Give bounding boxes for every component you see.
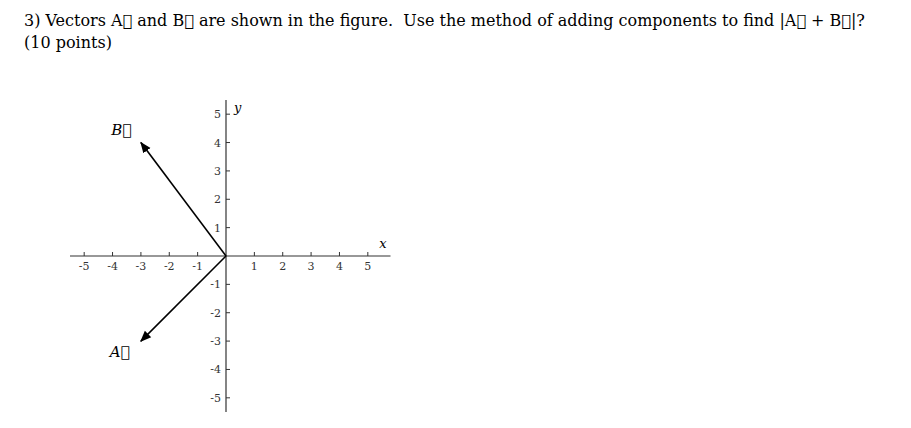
- y-tick-label: -1: [210, 278, 221, 291]
- y-tick: [226, 369, 230, 370]
- x-tick: [112, 252, 113, 256]
- y-tick-label: 2: [214, 193, 221, 206]
- vector-label: B⃗: [110, 121, 131, 139]
- x-tick: [169, 252, 170, 256]
- x-tick: [339, 252, 340, 256]
- x-tick-label: 5: [364, 260, 371, 273]
- y-tick: [226, 284, 230, 285]
- y-tick-label: -5: [210, 392, 221, 405]
- title: 3) Vectors A⃗ and B⃗ are shown in the fi…: [24, 10, 884, 53]
- y-tick: [226, 397, 230, 398]
- x-tick-label: -4: [107, 260, 118, 273]
- vector-label: A⃗: [108, 343, 130, 361]
- x-tick: [140, 252, 141, 256]
- x-tick-label: 4: [336, 260, 343, 273]
- x-tick: [367, 252, 368, 256]
- vector-arrow: [141, 256, 226, 341]
- x-tick: [84, 252, 85, 256]
- x-tick-label: -5: [79, 260, 90, 273]
- x-tick-label: 2: [279, 260, 286, 273]
- x-tick-label: -2: [164, 260, 175, 273]
- x-tick-label: 1: [251, 260, 258, 273]
- x-axis-label: x: [379, 236, 387, 251]
- vector-arrow: [141, 143, 226, 256]
- y-tick: [226, 227, 230, 228]
- y-tick: [226, 341, 230, 342]
- y-tick: [226, 170, 230, 171]
- y-axis-label: y: [233, 100, 242, 115]
- y-tick: [226, 312, 230, 313]
- y-tick: [226, 199, 230, 200]
- y-tick-label: -4: [210, 363, 221, 376]
- y-tick-label: 3: [214, 165, 221, 178]
- y-tick-label: 5: [214, 108, 221, 121]
- x-tick: [311, 252, 312, 256]
- y-tick-label: -3: [210, 335, 221, 348]
- x-tick-label: -3: [136, 260, 147, 273]
- y-tick-label: 1: [214, 222, 221, 235]
- x-tick-label: 3: [308, 260, 315, 273]
- x-tick: [282, 252, 283, 256]
- y-tick: [226, 114, 230, 115]
- y-tick-label: -2: [210, 307, 221, 320]
- x-tick: [254, 252, 255, 256]
- chart: -5-4-3-2-112345-5-4-3-2-112345xyB⃗A⃗: [0, 0, 911, 428]
- x-tick: [197, 252, 198, 256]
- x-axis-line: [70, 255, 391, 256]
- y-tick-label: 4: [214, 137, 221, 150]
- x-tick-label: -1: [192, 260, 203, 273]
- y-tick: [226, 142, 230, 143]
